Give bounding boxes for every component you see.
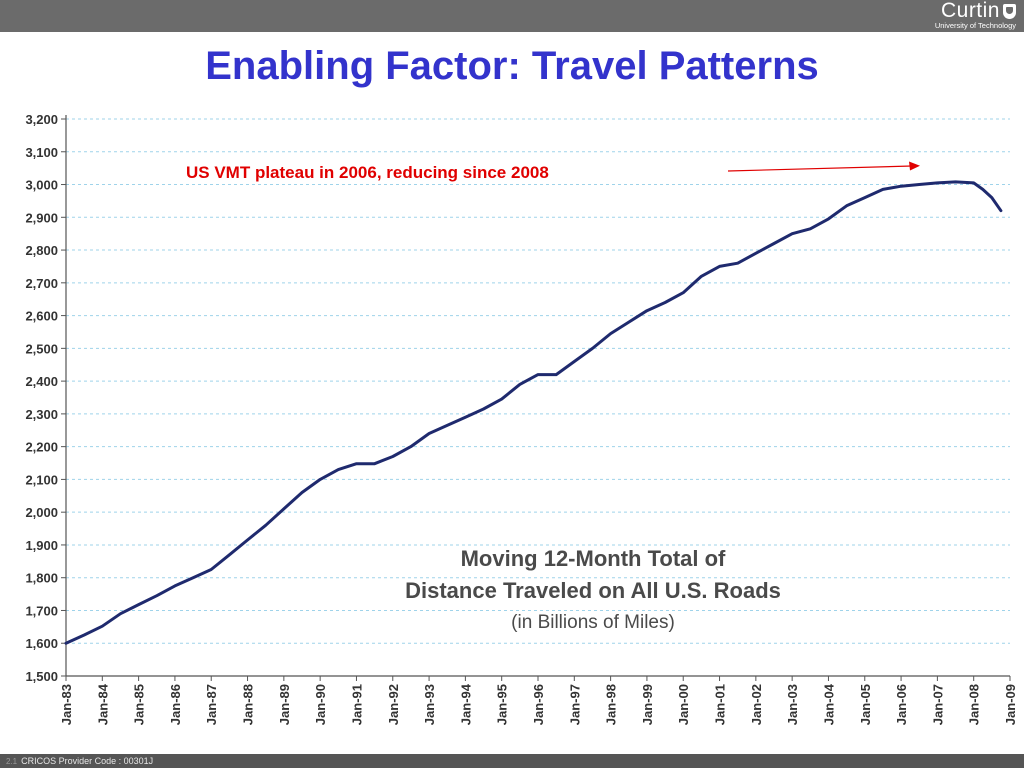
y-tick-label: 2,100 — [25, 472, 58, 487]
logo-subtext: University of Technology — [934, 21, 1016, 30]
x-tick-label: Jan-95 — [495, 684, 510, 725]
x-tick-label: Jan-98 — [604, 684, 619, 725]
y-tick-label: 1,700 — [25, 603, 58, 618]
x-tick-label: Jan-04 — [821, 683, 836, 725]
x-tick-label: Jan-90 — [313, 684, 328, 725]
slide-title: Enabling Factor: Travel Patterns — [205, 44, 819, 88]
x-tick-label: Jan-97 — [567, 684, 582, 725]
x-tick-label: Jan-99 — [640, 684, 655, 725]
annotation-arrowhead — [909, 161, 920, 171]
y-tick-label: 1,600 — [25, 636, 58, 651]
x-tick-label: Jan-01 — [713, 684, 728, 725]
chart-title-line-1: Moving 12-Month Total of — [461, 546, 726, 571]
vmt-series-line — [64, 180, 1003, 645]
x-tick-label: Jan-94 — [458, 683, 473, 725]
x-tick-label: Jan-92 — [386, 684, 401, 725]
y-tick-label: 2,200 — [25, 440, 58, 455]
x-tick-label: Jan-91 — [349, 684, 364, 725]
slide-number: 2.1 — [6, 757, 18, 766]
footer-bar: 2.1 CRICOS Provider Code : 00301J — [0, 754, 1024, 768]
crest-icon — [1003, 3, 1016, 19]
y-tick-label: 3,200 — [25, 112, 58, 127]
x-tick-label: Jan-02 — [749, 684, 764, 725]
cricos-code: CRICOS Provider Code : 00301J — [21, 756, 154, 766]
x-tick-label: Jan-93 — [422, 684, 437, 725]
vmt-line-chart: 1,500 1,600 1,700 1,800 1,900 2,000 2,100 2,200… — [0, 92, 1024, 754]
y-tick-label: 2,400 — [25, 374, 58, 389]
chart-background — [0, 92, 1024, 754]
x-tick-label: Jan-09 — [1003, 684, 1018, 725]
x-tick-label: Jan-96 — [531, 684, 546, 725]
x-tick-label: Jan-88 — [241, 684, 256, 725]
y-tick-label: 2,900 — [25, 210, 58, 225]
chart-subtitle: (in Billions of Miles) — [511, 612, 675, 633]
y-tick-label: 2,500 — [25, 341, 58, 356]
x-tick-label: Jan-89 — [277, 684, 292, 725]
y-tick-label: 2,700 — [25, 276, 58, 291]
x-tick-label: Jan-85 — [132, 684, 147, 725]
y-tick-label: 2,800 — [25, 243, 58, 258]
x-tick-label: Jan-07 — [930, 684, 945, 725]
x-tick-label: Jan-83 — [59, 684, 74, 725]
annotation-text: US VMT plateau in 2006, reducing since 2… — [186, 163, 549, 182]
annotation-arrow — [727, 165, 913, 172]
x-tick-label: Jan-05 — [858, 684, 873, 725]
x-tick-label: Jan-00 — [676, 684, 691, 725]
chart-title-line-2: Distance Traveled on All U.S. Roads — [405, 578, 781, 603]
logo-word: Curtin — [940, 0, 1000, 22]
y-tick-label: 2,000 — [25, 505, 58, 520]
y-tick-label: 3,100 — [25, 145, 58, 160]
y-tick-label: 1,500 — [25, 669, 58, 684]
x-tick-label: Jan-86 — [168, 684, 183, 725]
x-tick-label: Jan-87 — [204, 684, 219, 725]
y-tick-label: 2,600 — [25, 309, 58, 324]
y-tick-label: 2,300 — [25, 407, 58, 422]
x-tick-label: Jan-84 — [95, 683, 110, 725]
y-tick-label: 1,900 — [25, 538, 58, 553]
curtin-logo: Curtin University of Technology — [935, 0, 1016, 32]
x-tick-label: Jan-06 — [894, 684, 909, 725]
y-tick-label: 3,000 — [25, 178, 58, 193]
top-bar: Curtin University of Technology — [0, 0, 1024, 32]
x-tick-label: Jan-08 — [967, 684, 982, 725]
y-tick-label: 1,800 — [25, 571, 58, 586]
x-tick-label: Jan-03 — [785, 684, 800, 725]
